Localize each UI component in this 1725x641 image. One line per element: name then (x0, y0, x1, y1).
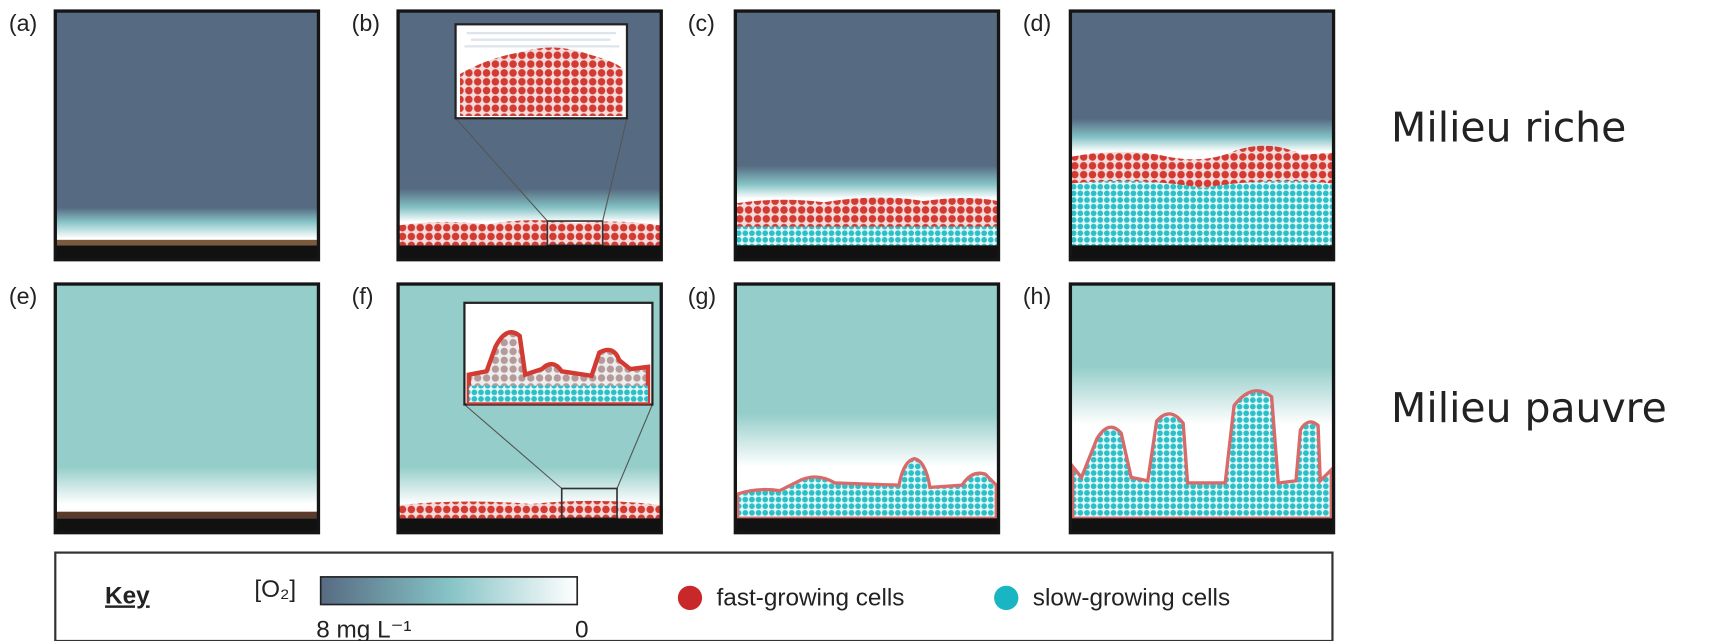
panel-label: (h) (1023, 283, 1051, 309)
row-label: Milieu riche (1391, 103, 1626, 151)
fast-label: fast-growing cells (717, 585, 905, 612)
colorbar-right-label: 0 (575, 617, 589, 641)
panel-label: (b) (352, 10, 380, 36)
key: Key [O₂] 8 mg L⁻¹ 0 fast-growing cells s… (54, 551, 1334, 641)
slow-label: slow-growing cells (1033, 585, 1230, 612)
panel-label: (a) (9, 10, 37, 36)
panel (53, 9, 321, 262)
panel (1068, 282, 1336, 535)
key-title: Key (105, 582, 150, 609)
panel (53, 282, 321, 535)
panel-label: (e) (9, 283, 37, 309)
slow-swatch (994, 585, 1019, 611)
panel (733, 282, 1001, 535)
colorbar-left-label: 8 mg L⁻¹ (316, 617, 411, 641)
panel (396, 282, 663, 535)
row-label: Milieu pauvre (1391, 384, 1667, 432)
panel-label: (d) (1023, 10, 1051, 36)
fast-swatch (677, 585, 703, 611)
colorbar (319, 576, 579, 606)
panel-label: (g) (688, 283, 716, 309)
panel-label: (c) (688, 10, 715, 36)
panel (396, 9, 663, 262)
panel-label: (f) (352, 283, 374, 309)
panel (1068, 9, 1336, 262)
panel (733, 9, 1001, 262)
o2-label: [O₂] (254, 576, 296, 603)
